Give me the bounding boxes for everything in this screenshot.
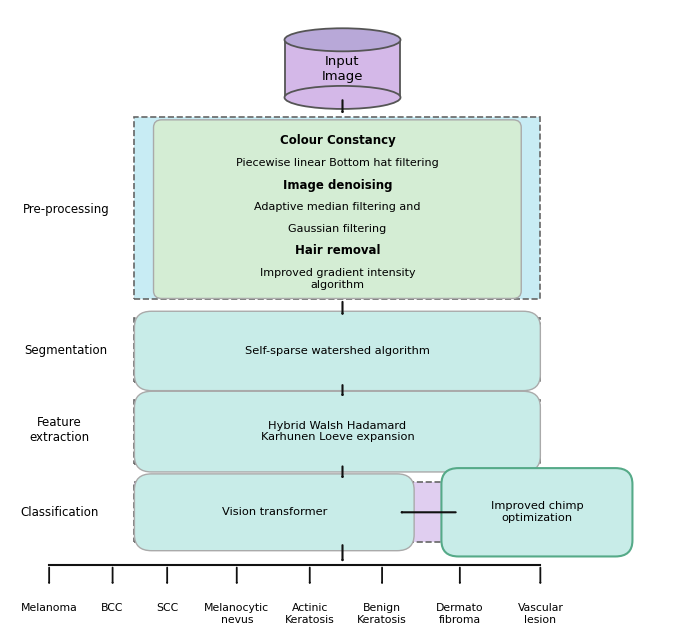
Text: Improved chimp
optimization: Improved chimp optimization	[490, 502, 584, 523]
Text: Input
Image: Input Image	[322, 55, 363, 82]
Text: Dermato
fibroma: Dermato fibroma	[436, 603, 484, 625]
Text: Segmentation: Segmentation	[25, 344, 108, 357]
Text: algorithm: algorithm	[310, 280, 364, 290]
Text: Adaptive median filtering and: Adaptive median filtering and	[254, 202, 421, 212]
Text: Hair removal: Hair removal	[295, 244, 380, 257]
FancyBboxPatch shape	[134, 392, 540, 472]
Bar	[134, 116, 540, 299]
Text: SCC: SCC	[156, 603, 178, 613]
Text: Classification: Classification	[20, 506, 99, 519]
Bar	[134, 318, 540, 383]
Text: Image denoising: Image denoising	[283, 179, 392, 192]
Text: Vision transformer: Vision transformer	[221, 507, 327, 517]
Text: Colour Constancy: Colour Constancy	[279, 134, 395, 147]
Bar	[134, 399, 540, 464]
Text: Self-sparse watershed algorithm: Self-sparse watershed algorithm	[245, 346, 429, 356]
Text: Improved gradient intensity: Improved gradient intensity	[260, 268, 415, 278]
Text: Benign
Keratosis: Benign Keratosis	[357, 603, 407, 625]
FancyBboxPatch shape	[153, 120, 521, 298]
Text: Pre-processing: Pre-processing	[23, 203, 110, 216]
Text: Hybrid Walsh Hadamard
Karhunen Loeve expansion: Hybrid Walsh Hadamard Karhunen Loeve exp…	[260, 421, 414, 442]
Text: Feature
extraction: Feature extraction	[29, 416, 90, 444]
Text: Gaussian filtering: Gaussian filtering	[288, 224, 386, 233]
FancyBboxPatch shape	[441, 468, 632, 556]
Text: Piecewise linear Bottom hat filtering: Piecewise linear Bottom hat filtering	[236, 158, 439, 168]
Ellipse shape	[284, 28, 401, 51]
Text: BCC: BCC	[101, 603, 124, 613]
Text: Melanocytic
nevus: Melanocytic nevus	[204, 603, 269, 625]
Text: Vascular
lesion: Vascular lesion	[517, 603, 563, 625]
Ellipse shape	[284, 86, 401, 109]
FancyBboxPatch shape	[134, 474, 414, 550]
Bar	[284, 40, 401, 98]
Text: Actinic
Keratosis: Actinic Keratosis	[285, 603, 335, 625]
FancyBboxPatch shape	[134, 311, 540, 391]
Text: Melanoma: Melanoma	[21, 603, 77, 613]
Bar	[134, 482, 540, 543]
